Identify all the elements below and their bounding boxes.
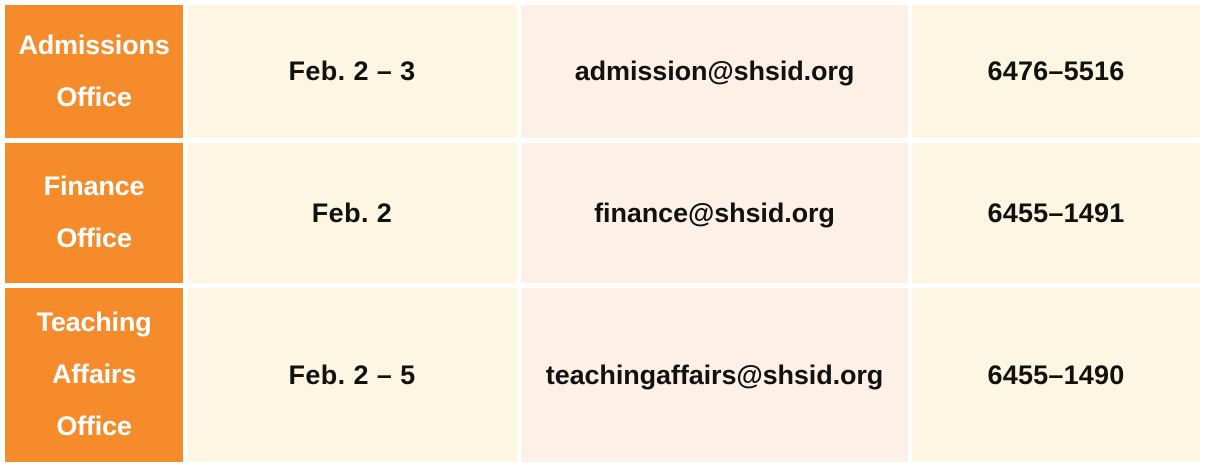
- office-phone-cell[interactable]: 6476–5516: [912, 5, 1200, 138]
- table-row: Admissions Office Feb. 2 – 3 admission@s…: [5, 5, 1200, 138]
- office-name-line: Affairs: [51, 359, 137, 390]
- office-name-line: Office: [56, 410, 132, 441]
- office-name-cell: Teaching Affairs Office: [5, 288, 183, 462]
- office-dates-cell: Feb. 2 – 3: [187, 5, 517, 138]
- office-phone-cell[interactable]: 6455–1490: [912, 288, 1200, 462]
- office-dates-cell: Feb. 2 – 5: [187, 288, 517, 462]
- office-name-line: Teaching: [36, 307, 152, 338]
- office-name-line: Finance: [43, 171, 145, 202]
- office-email-cell[interactable]: teachingaffairs@shsid.org: [521, 288, 908, 462]
- office-name-cell: Admissions Office: [5, 5, 183, 138]
- table-row: Teaching Affairs Office Feb. 2 – 5 teach…: [5, 288, 1200, 462]
- office-dates-cell: Feb. 2: [187, 143, 517, 283]
- office-name-cell: Finance Office: [5, 143, 183, 283]
- office-email-cell[interactable]: admission@shsid.org: [521, 5, 908, 138]
- table-row: Finance Office Feb. 2 finance@shsid.org …: [5, 143, 1200, 283]
- office-name-line: Office: [56, 223, 132, 253]
- office-phone-cell[interactable]: 6455–1491: [912, 143, 1200, 283]
- office-contact-table: Admissions Office Feb. 2 – 3 admission@s…: [5, 5, 1200, 462]
- office-name-line: Office: [56, 81, 132, 112]
- office-name-line: Admissions: [18, 29, 170, 60]
- office-email-cell[interactable]: finance@shsid.org: [521, 143, 908, 283]
